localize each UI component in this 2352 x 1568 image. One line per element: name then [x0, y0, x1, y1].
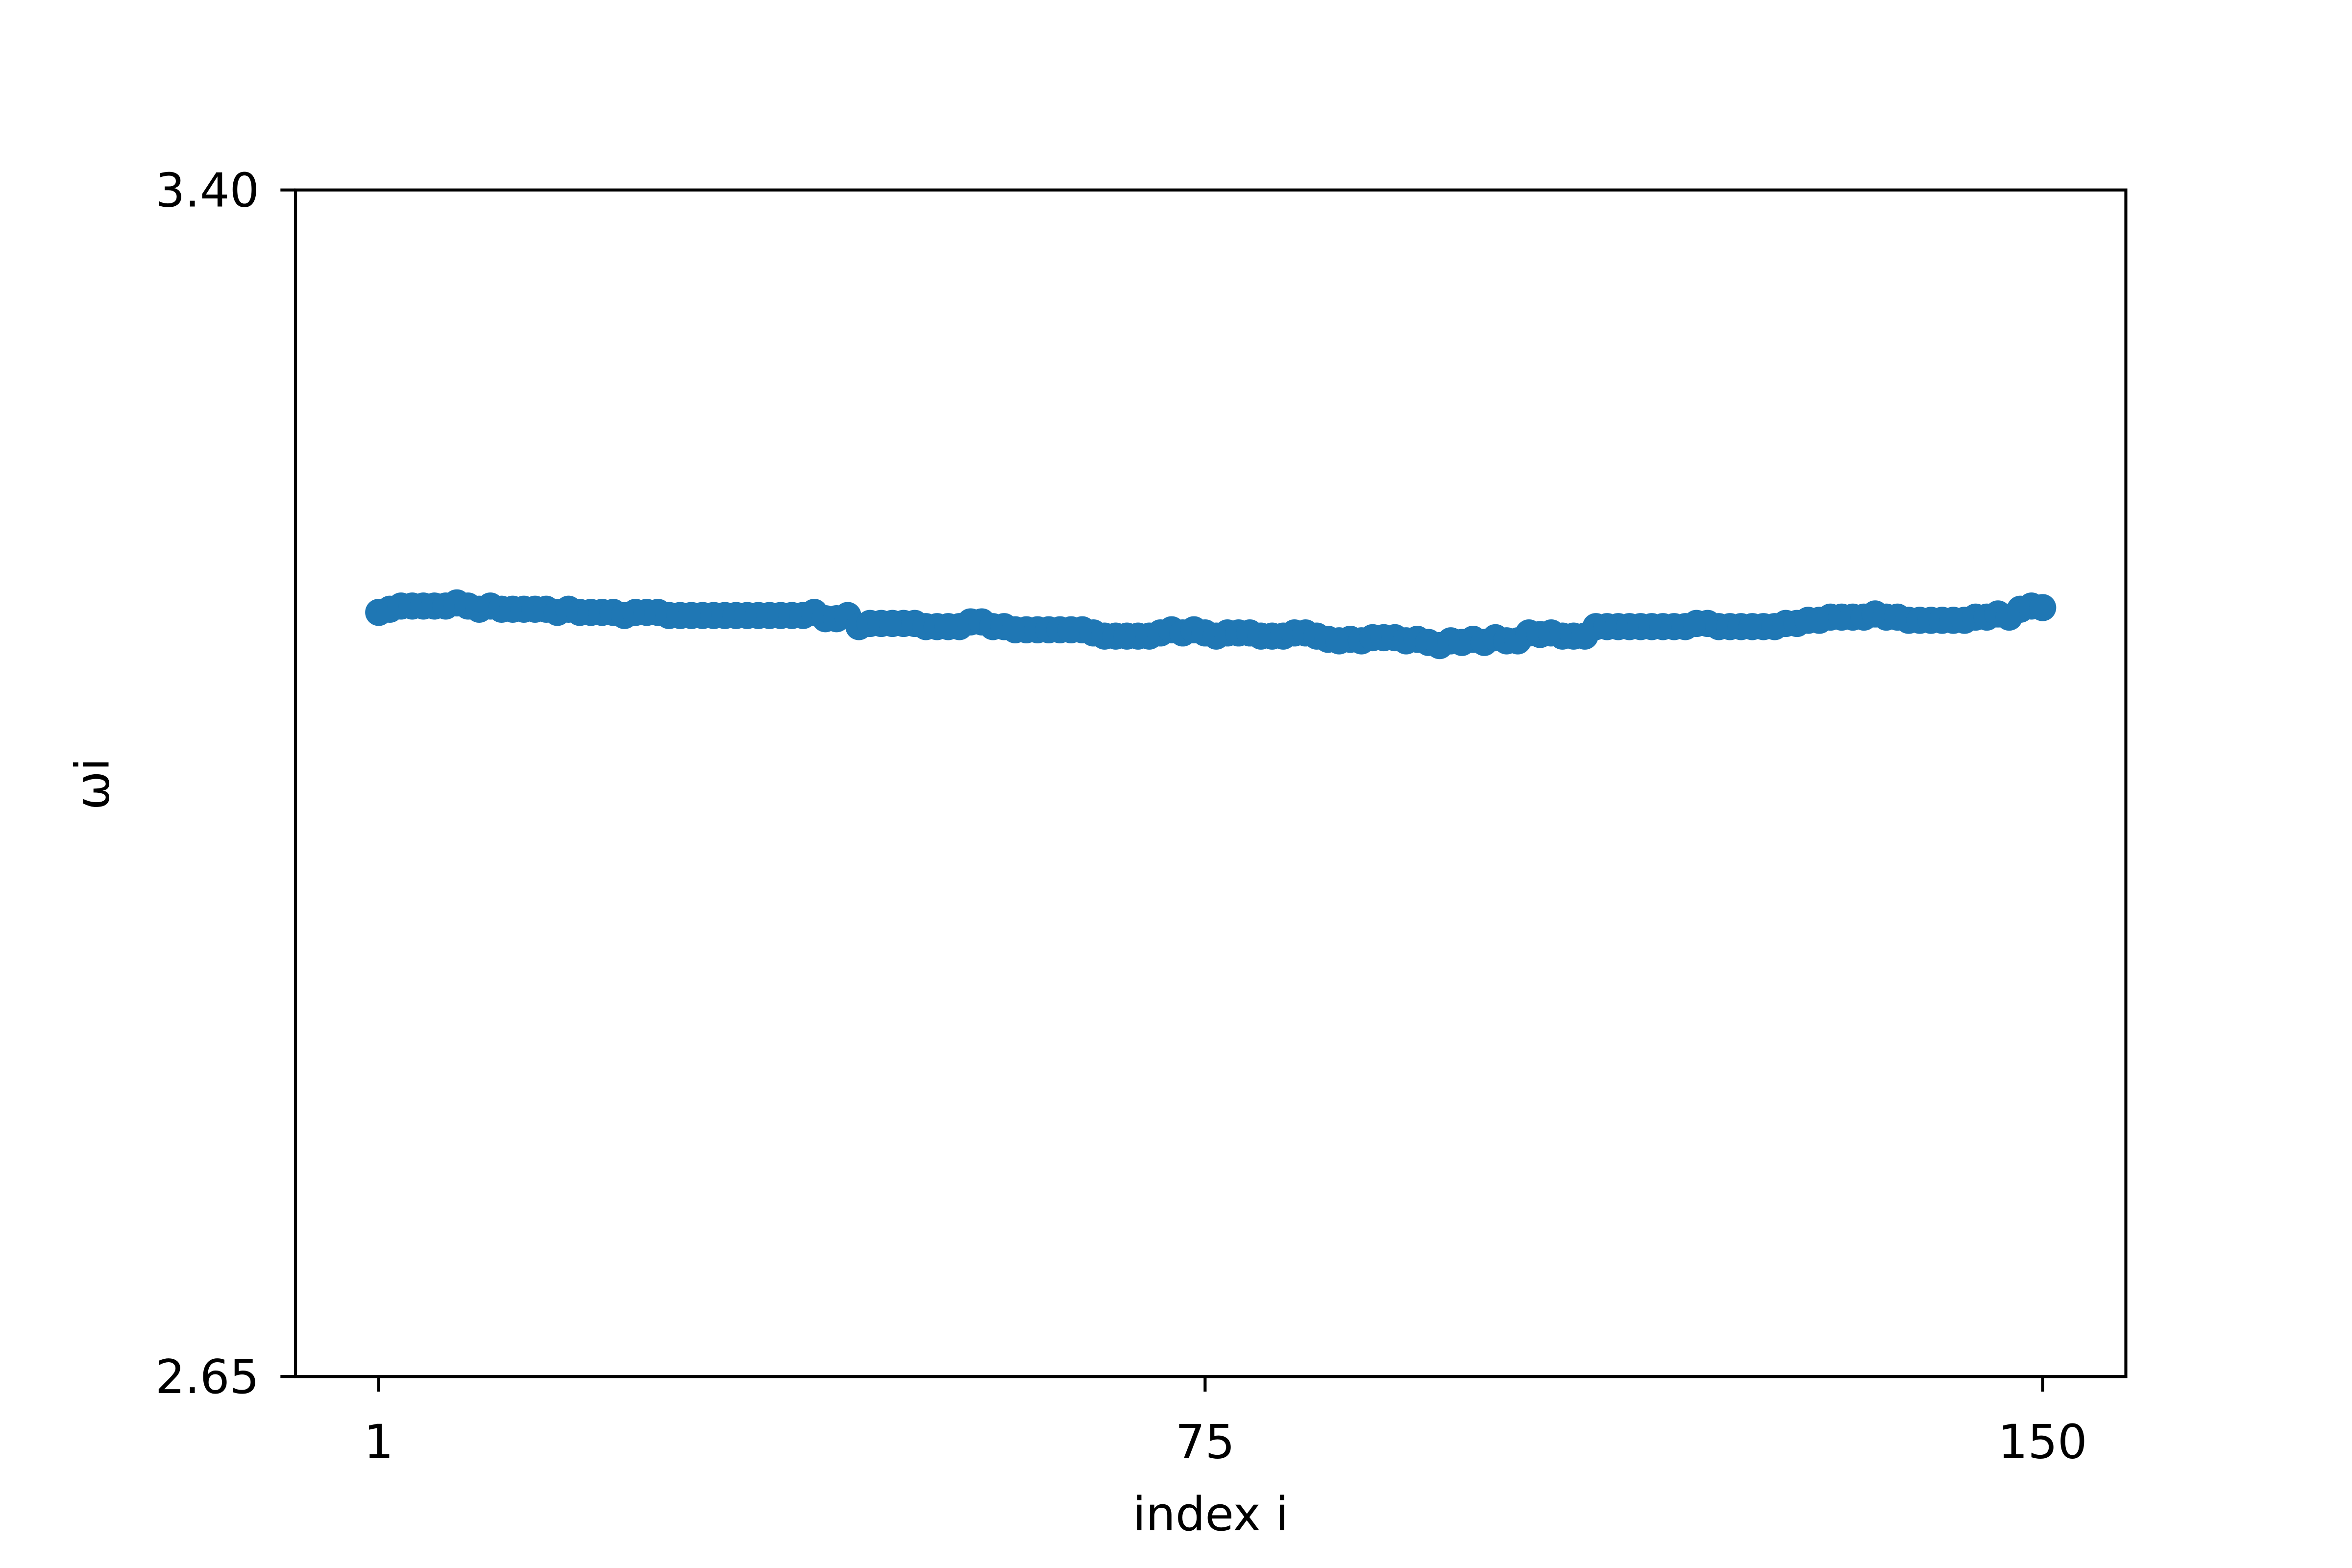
x-tick-label: 75	[1176, 1415, 1235, 1469]
x-axis-label: index i	[1133, 1487, 1289, 1542]
plot-frame	[294, 188, 2128, 1378]
y-tick-label: 2.65	[155, 1350, 259, 1404]
y-axis-label: ωi	[66, 758, 120, 810]
x-tick-label: 1	[364, 1415, 394, 1469]
data-point	[2029, 594, 2057, 621]
y-tick-label: 3.40	[155, 164, 259, 218]
x-tick-label: 150	[1998, 1415, 2087, 1469]
